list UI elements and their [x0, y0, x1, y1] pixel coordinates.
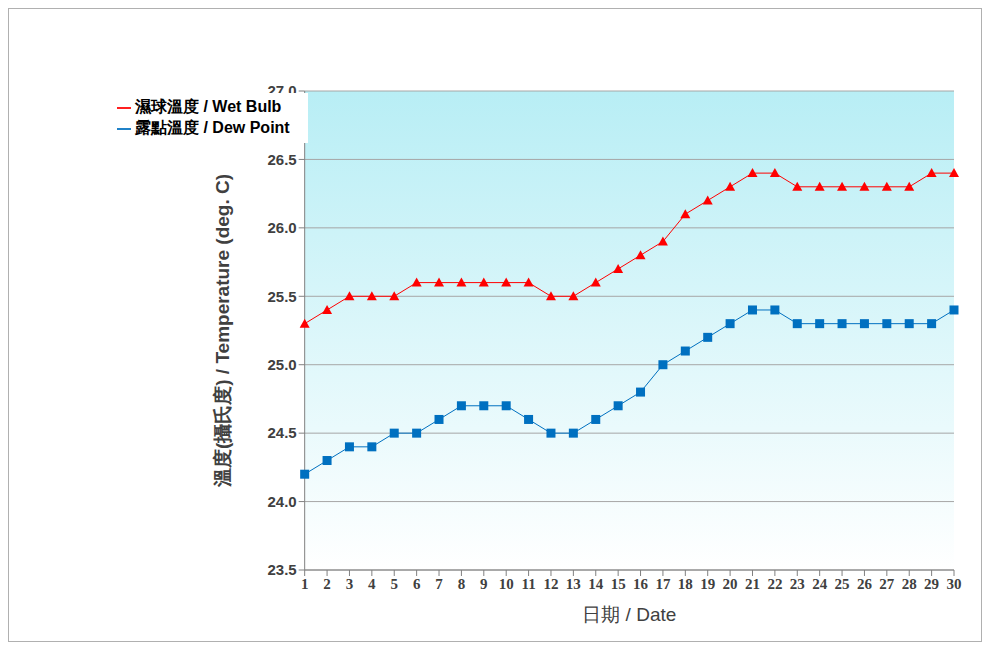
svg-text:11: 11 [521, 576, 535, 592]
svg-text:21: 21 [745, 576, 760, 592]
svg-text:27.0: 27.0 [267, 82, 296, 99]
svg-text:19: 19 [700, 576, 715, 592]
svg-text:17: 17 [655, 576, 671, 592]
svg-text:14: 14 [588, 576, 604, 592]
svg-text:13: 13 [566, 576, 581, 592]
svg-text:8: 8 [458, 576, 466, 592]
svg-text:25.0: 25.0 [267, 356, 296, 373]
svg-text:24.5: 24.5 [267, 424, 296, 441]
svg-text:25.5: 25.5 [267, 288, 296, 305]
svg-text:24: 24 [812, 576, 828, 592]
svg-text:26.0: 26.0 [267, 219, 296, 236]
svg-text:10: 10 [499, 576, 514, 592]
html-text:濕球溫度 / Wet Bulb: 濕球溫度 / Wet Bulb [135, 98, 282, 115]
svg-text:4: 4 [368, 576, 376, 592]
svg-text:9: 9 [480, 576, 488, 592]
svg-text:15: 15 [611, 576, 626, 592]
html-text:露點溫度 / Dew Point: 露點溫度 / Dew Point [135, 119, 290, 136]
svg-text:3: 3 [346, 576, 354, 592]
svg-text:日期 / Date: 日期 / Date [582, 604, 676, 625]
svg-text:12: 12 [543, 576, 558, 592]
svg-text:29: 29 [924, 576, 939, 592]
svg-text:27: 27 [879, 576, 895, 592]
svg-text:5: 5 [390, 576, 398, 592]
svg-text:6: 6 [413, 576, 421, 592]
svg-text:26.5: 26.5 [267, 151, 296, 168]
svg-text:7: 7 [435, 576, 443, 592]
svg-text:23.5: 23.5 [267, 561, 296, 578]
svg-text:18: 18 [678, 576, 693, 592]
svg-text:28: 28 [902, 576, 917, 592]
svg-text:24.0: 24.0 [267, 493, 296, 510]
svg-text:26: 26 [857, 576, 873, 592]
svg-text:30: 30 [947, 576, 962, 592]
svg-text:25: 25 [835, 576, 850, 592]
svg-text:22: 22 [767, 576, 782, 592]
svg-text:溫度(攝氏度) / Temperature (deg. C): 溫度(攝氏度) / Temperature (deg. C) [212, 174, 233, 488]
svg-text:23: 23 [790, 576, 805, 592]
svg-text:16: 16 [633, 576, 649, 592]
svg-text:1: 1 [301, 576, 309, 592]
svg-text:20: 20 [723, 576, 738, 592]
svg-text:2: 2 [323, 576, 331, 592]
